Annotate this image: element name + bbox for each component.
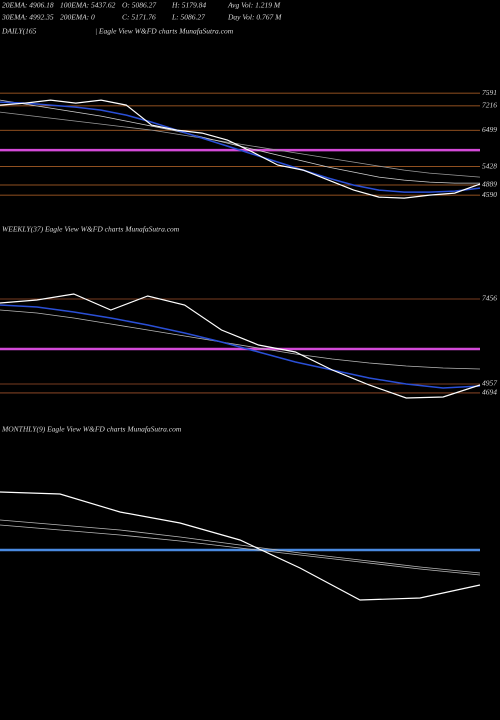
level-label: 7591 bbox=[482, 88, 497, 97]
header-stat: O: 5086.27 bbox=[122, 1, 156, 10]
price-line bbox=[0, 101, 481, 193]
price-line bbox=[0, 491, 481, 601]
price-line bbox=[0, 519, 481, 574]
level-label: 4957 bbox=[482, 379, 497, 388]
header-stat: 200EMA: 0 bbox=[60, 13, 95, 22]
header-stat: 30EMA: 4992.35 bbox=[1, 13, 54, 22]
header-stat: Day Vol: 0.767 M bbox=[227, 13, 282, 22]
header-stat: L: 5086.27 bbox=[171, 13, 205, 22]
price-line bbox=[0, 293, 481, 399]
header-stat: Avg Vol: 1.219 M bbox=[227, 1, 281, 10]
price-line bbox=[0, 524, 481, 576]
panel-title: WEEKLY(37) Eagle View W&FD charts Munafa… bbox=[2, 225, 180, 234]
header-stat: 100EMA: 5437.62 bbox=[60, 1, 116, 10]
level-label: 7456 bbox=[482, 294, 497, 303]
panel-title: DAILY(165 bbox=[1, 27, 37, 36]
level-label: 4590 bbox=[482, 190, 497, 199]
panel-subtitle: | Eagle View W&FD charts MunafaSutra.com bbox=[95, 27, 234, 36]
price-line bbox=[0, 309, 481, 370]
price-line bbox=[0, 99, 481, 199]
header-stat: C: 5171.76 bbox=[122, 13, 156, 22]
price-line bbox=[0, 304, 481, 389]
price-line bbox=[0, 111, 481, 178]
level-label: 5428 bbox=[482, 161, 497, 170]
header-stat: 20EMA: 4906.18 bbox=[2, 1, 54, 10]
level-label: 4889 bbox=[482, 180, 497, 189]
header-stat: H: 5179.84 bbox=[171, 1, 206, 10]
panel-title: MONTHLY(9) Eagle View W&FD charts Munafa… bbox=[1, 425, 182, 434]
level-label: 7216 bbox=[482, 101, 497, 110]
level-label: 6499 bbox=[482, 125, 497, 134]
level-label: 4694 bbox=[482, 388, 497, 397]
